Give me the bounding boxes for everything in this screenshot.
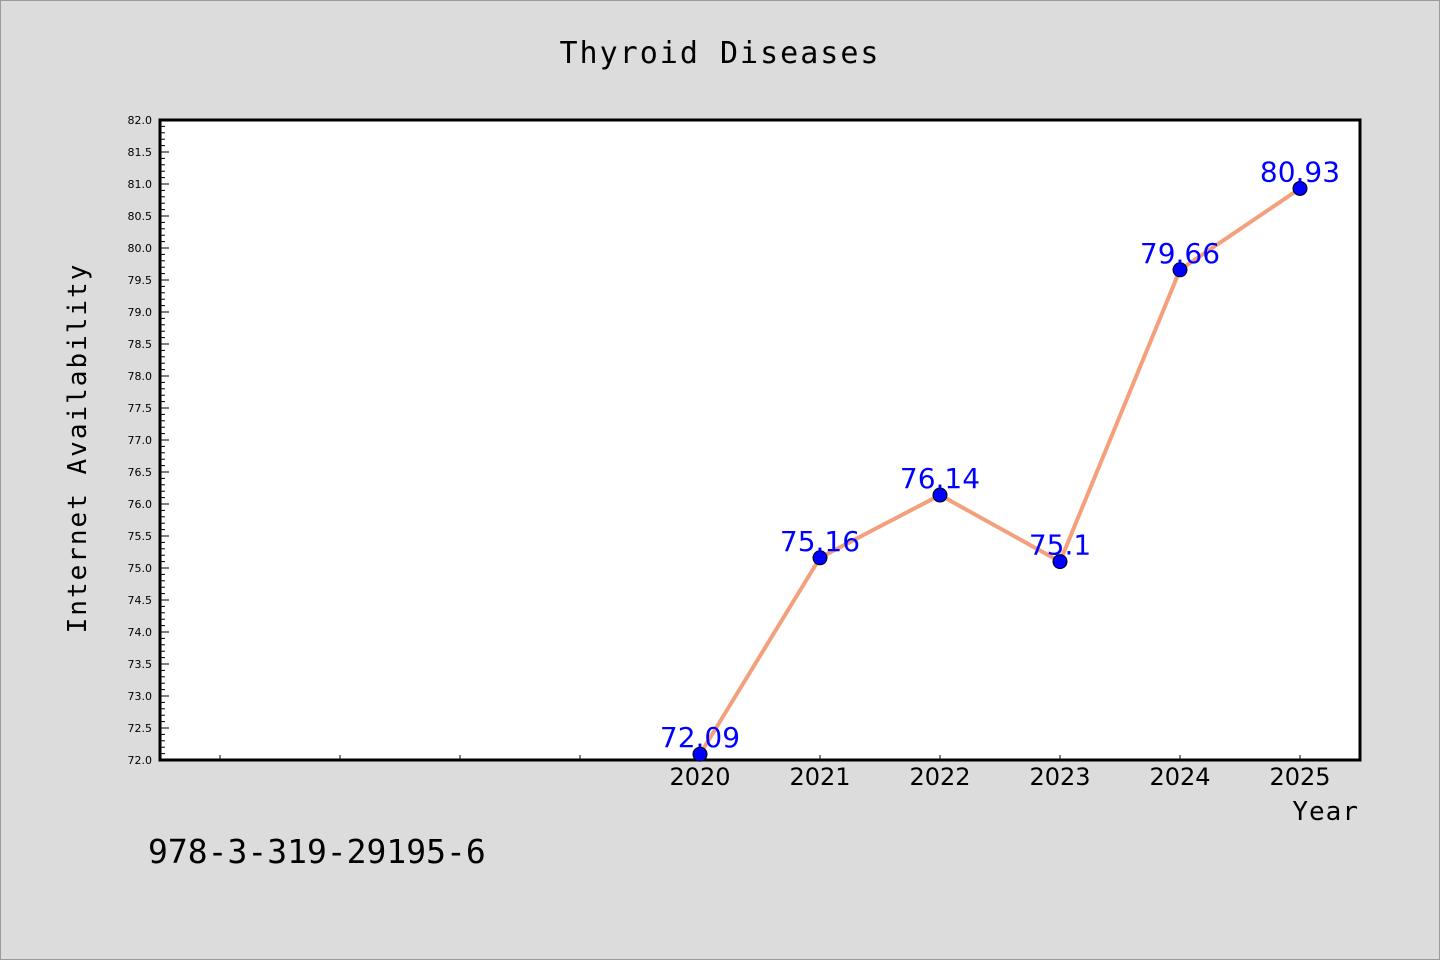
y-tick-label: 80.5 xyxy=(128,210,153,223)
y-tick-label: 82.0 xyxy=(128,114,153,127)
y-tick-label: 81.5 xyxy=(128,146,153,159)
y-tick-label: 77.5 xyxy=(128,402,153,415)
x-axis-label: Year xyxy=(1292,797,1359,827)
isbn-text: 978-3-319-29195-6 xyxy=(148,832,486,871)
x-tick-label: 2024 xyxy=(1149,763,1210,791)
data-point xyxy=(1292,180,1308,196)
x-axis: 2020 2021 2022 2023 2024 2025 xyxy=(219,755,1331,791)
y-tick-label: 79.5 xyxy=(128,274,153,287)
x-tick-label: 2020 xyxy=(669,763,730,791)
y-tick-label: 80.0 xyxy=(128,242,153,255)
y-tick-label: 76.5 xyxy=(128,466,153,479)
chart-title: Thyroid Diseases xyxy=(560,36,881,71)
data-label: 72.09 xyxy=(660,721,740,754)
y-tick-label: 75.0 xyxy=(128,562,153,575)
x-tick-label: 2021 xyxy=(789,763,850,791)
data-point xyxy=(932,487,948,503)
y-tick-label: 75.5 xyxy=(128,530,153,543)
x-tick-label: 2023 xyxy=(1029,763,1090,791)
data-labels: 72.09 75.16 76.14 75.1 79.66 80.93 xyxy=(660,155,1340,754)
y-tick-label: 73.0 xyxy=(128,690,153,703)
data-label: 75.1 xyxy=(1029,529,1091,562)
series-path xyxy=(698,186,1302,757)
y-tick-label: 79.0 xyxy=(128,306,153,319)
data-point xyxy=(1172,262,1188,278)
data-label: 75.16 xyxy=(780,525,860,558)
data-label: 79.66 xyxy=(1140,237,1220,270)
y-tick-label: 72.5 xyxy=(128,722,153,735)
data-point xyxy=(692,746,708,762)
data-label: 80.93 xyxy=(1260,155,1340,188)
y-tick-label: 72.0 xyxy=(128,754,153,767)
data-label: 76.14 xyxy=(900,462,980,495)
y-tick-label: 74.5 xyxy=(128,594,153,607)
series-line xyxy=(692,180,1308,762)
y-tick-label: 73.5 xyxy=(128,658,153,671)
y-tick-label: 74.0 xyxy=(128,626,153,639)
y-tick-label: 77.0 xyxy=(128,434,153,447)
y-axis-label: Internet Availability xyxy=(63,263,93,634)
x-tick-label: 2022 xyxy=(909,763,970,791)
y-tick-label: 81.0 xyxy=(128,178,153,191)
y-tick-label: 76.0 xyxy=(128,498,153,511)
data-point xyxy=(812,550,828,566)
data-point xyxy=(1052,554,1068,570)
y-axis: 72.0 72.5 73.0 73.5 74.0 74.5 75.0 75.5 76.0 76.5… xyxy=(128,114,169,767)
x-tick-label: 2025 xyxy=(1269,763,1330,791)
plot-area xyxy=(158,118,1362,762)
y-tick-label: 78.0 xyxy=(128,370,153,383)
y-tick-label: 78.5 xyxy=(128,338,153,351)
